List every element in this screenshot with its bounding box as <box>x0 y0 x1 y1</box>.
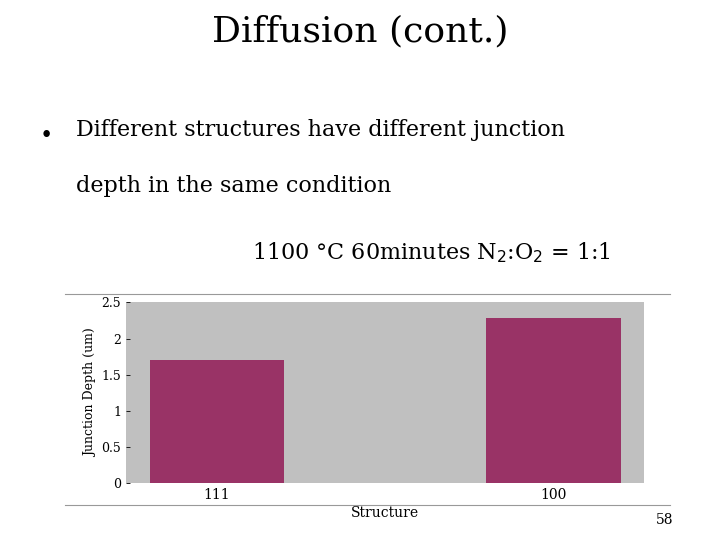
X-axis label: Structure: Structure <box>351 507 419 521</box>
Text: Different structures have different junction: Different structures have different junc… <box>76 119 564 141</box>
Text: •: • <box>40 125 53 147</box>
Y-axis label: Junction Depth (um): Junction Depth (um) <box>84 328 97 457</box>
Text: depth in the same condition: depth in the same condition <box>76 175 391 197</box>
Text: Diffusion (cont.): Diffusion (cont.) <box>212 15 508 49</box>
Text: 58: 58 <box>656 512 673 526</box>
Bar <box>486 318 621 483</box>
Text: 1100 $\degree$C 60minutes N$_2$:O$_2$ = 1:1: 1100 $\degree$C 60minutes N$_2$:O$_2$ = … <box>252 241 611 265</box>
Bar <box>150 360 284 483</box>
